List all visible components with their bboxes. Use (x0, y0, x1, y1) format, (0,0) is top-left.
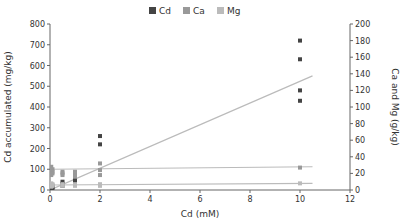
y2-tick-label: 40 (355, 153, 365, 162)
point (98, 134, 102, 138)
y-tick-label: 100 (30, 165, 45, 174)
y-tick-label: 200 (30, 145, 45, 154)
legend-swatch (149, 7, 156, 14)
y2-tick (350, 57, 353, 58)
y2-tick (350, 107, 353, 108)
point (98, 183, 102, 187)
point (51, 184, 55, 188)
point (51, 183, 55, 187)
point (61, 184, 65, 188)
y-tick-label: 400 (30, 103, 45, 112)
legend-swatch (217, 7, 224, 14)
y-tick-label: 300 (30, 124, 45, 133)
point (98, 161, 102, 165)
y-axis-label: Cd accumulated (mg/kg) (3, 51, 13, 163)
y-tick-label: 800 (30, 20, 45, 29)
y-tick (47, 44, 50, 45)
y2-tick (350, 73, 353, 74)
point (98, 142, 102, 146)
y2-tick-label: 160 (355, 53, 370, 62)
point (51, 171, 55, 175)
x-tick-label: 10 (295, 195, 305, 204)
point (298, 57, 302, 61)
y-tick-label: 0 (40, 186, 45, 195)
x-tick-label: 12 (345, 195, 355, 204)
y-tick (47, 190, 50, 191)
x-axis-label: Cd (mM) (181, 209, 219, 219)
point (298, 99, 302, 103)
y2-tick (350, 140, 353, 141)
trend-line (50, 183, 313, 185)
y2-tick (350, 123, 353, 124)
y2-tick (350, 156, 353, 157)
y2-tick-label: 20 (355, 169, 365, 178)
y2-tick-label: 200 (355, 20, 370, 29)
x-tick (150, 190, 151, 193)
y-tick-label: 700 (30, 41, 45, 50)
y2-tick-label: 180 (355, 37, 370, 46)
y-tick (47, 148, 50, 149)
point (61, 184, 65, 188)
y2-tick-label: 140 (355, 70, 370, 79)
point (298, 39, 302, 43)
y2-tick-label: 120 (355, 86, 370, 95)
point (73, 183, 77, 187)
point (298, 166, 302, 170)
x-tick-label: 4 (147, 195, 152, 204)
legend-label: Mg (227, 6, 240, 16)
y2-axis-label: Ca and Mg (g/kg) (390, 68, 400, 145)
x-tick (200, 190, 201, 193)
y2-tick (350, 173, 353, 174)
legend: Cd Ca Mg (149, 6, 240, 16)
y-tick (47, 107, 50, 108)
point (98, 168, 102, 172)
y2-tick-label: 80 (355, 120, 365, 129)
x-tick (250, 190, 251, 193)
legend-swatch (183, 7, 190, 14)
point (298, 88, 302, 92)
trend-line (50, 76, 313, 190)
point (298, 181, 302, 185)
chart: 0246810120100200300400500600700800020406… (0, 0, 400, 223)
y-tick (47, 169, 50, 170)
point (73, 175, 77, 179)
point (73, 176, 77, 180)
y-tick-label: 600 (30, 62, 45, 71)
y-tick (47, 24, 50, 25)
point (51, 184, 55, 188)
point (61, 173, 65, 177)
y2-tick-label: 0 (355, 186, 360, 195)
y2-tick (350, 24, 353, 25)
x-tick (100, 190, 101, 193)
y-tick (47, 127, 50, 128)
legend-label: Cd (159, 6, 171, 16)
point (61, 183, 65, 187)
plot-area (50, 39, 313, 190)
x-tick (300, 190, 301, 193)
y2-tick-label: 100 (355, 103, 370, 112)
trend-line (50, 167, 313, 169)
legend-label: Ca (193, 6, 205, 16)
x-tick-label: 8 (247, 195, 252, 204)
x-tick-label: 6 (197, 195, 202, 204)
y-tick (47, 65, 50, 66)
x-tick-label: 2 (97, 195, 102, 204)
point (98, 173, 102, 177)
x-tick-label: 0 (47, 195, 52, 204)
point (98, 184, 102, 188)
y2-tick (350, 90, 353, 91)
y-tick-label: 500 (30, 82, 45, 91)
y2-tick (350, 190, 353, 191)
y-tick (47, 86, 50, 87)
y2-tick-label: 60 (355, 136, 365, 145)
y2-tick (350, 40, 353, 41)
point (73, 184, 77, 188)
